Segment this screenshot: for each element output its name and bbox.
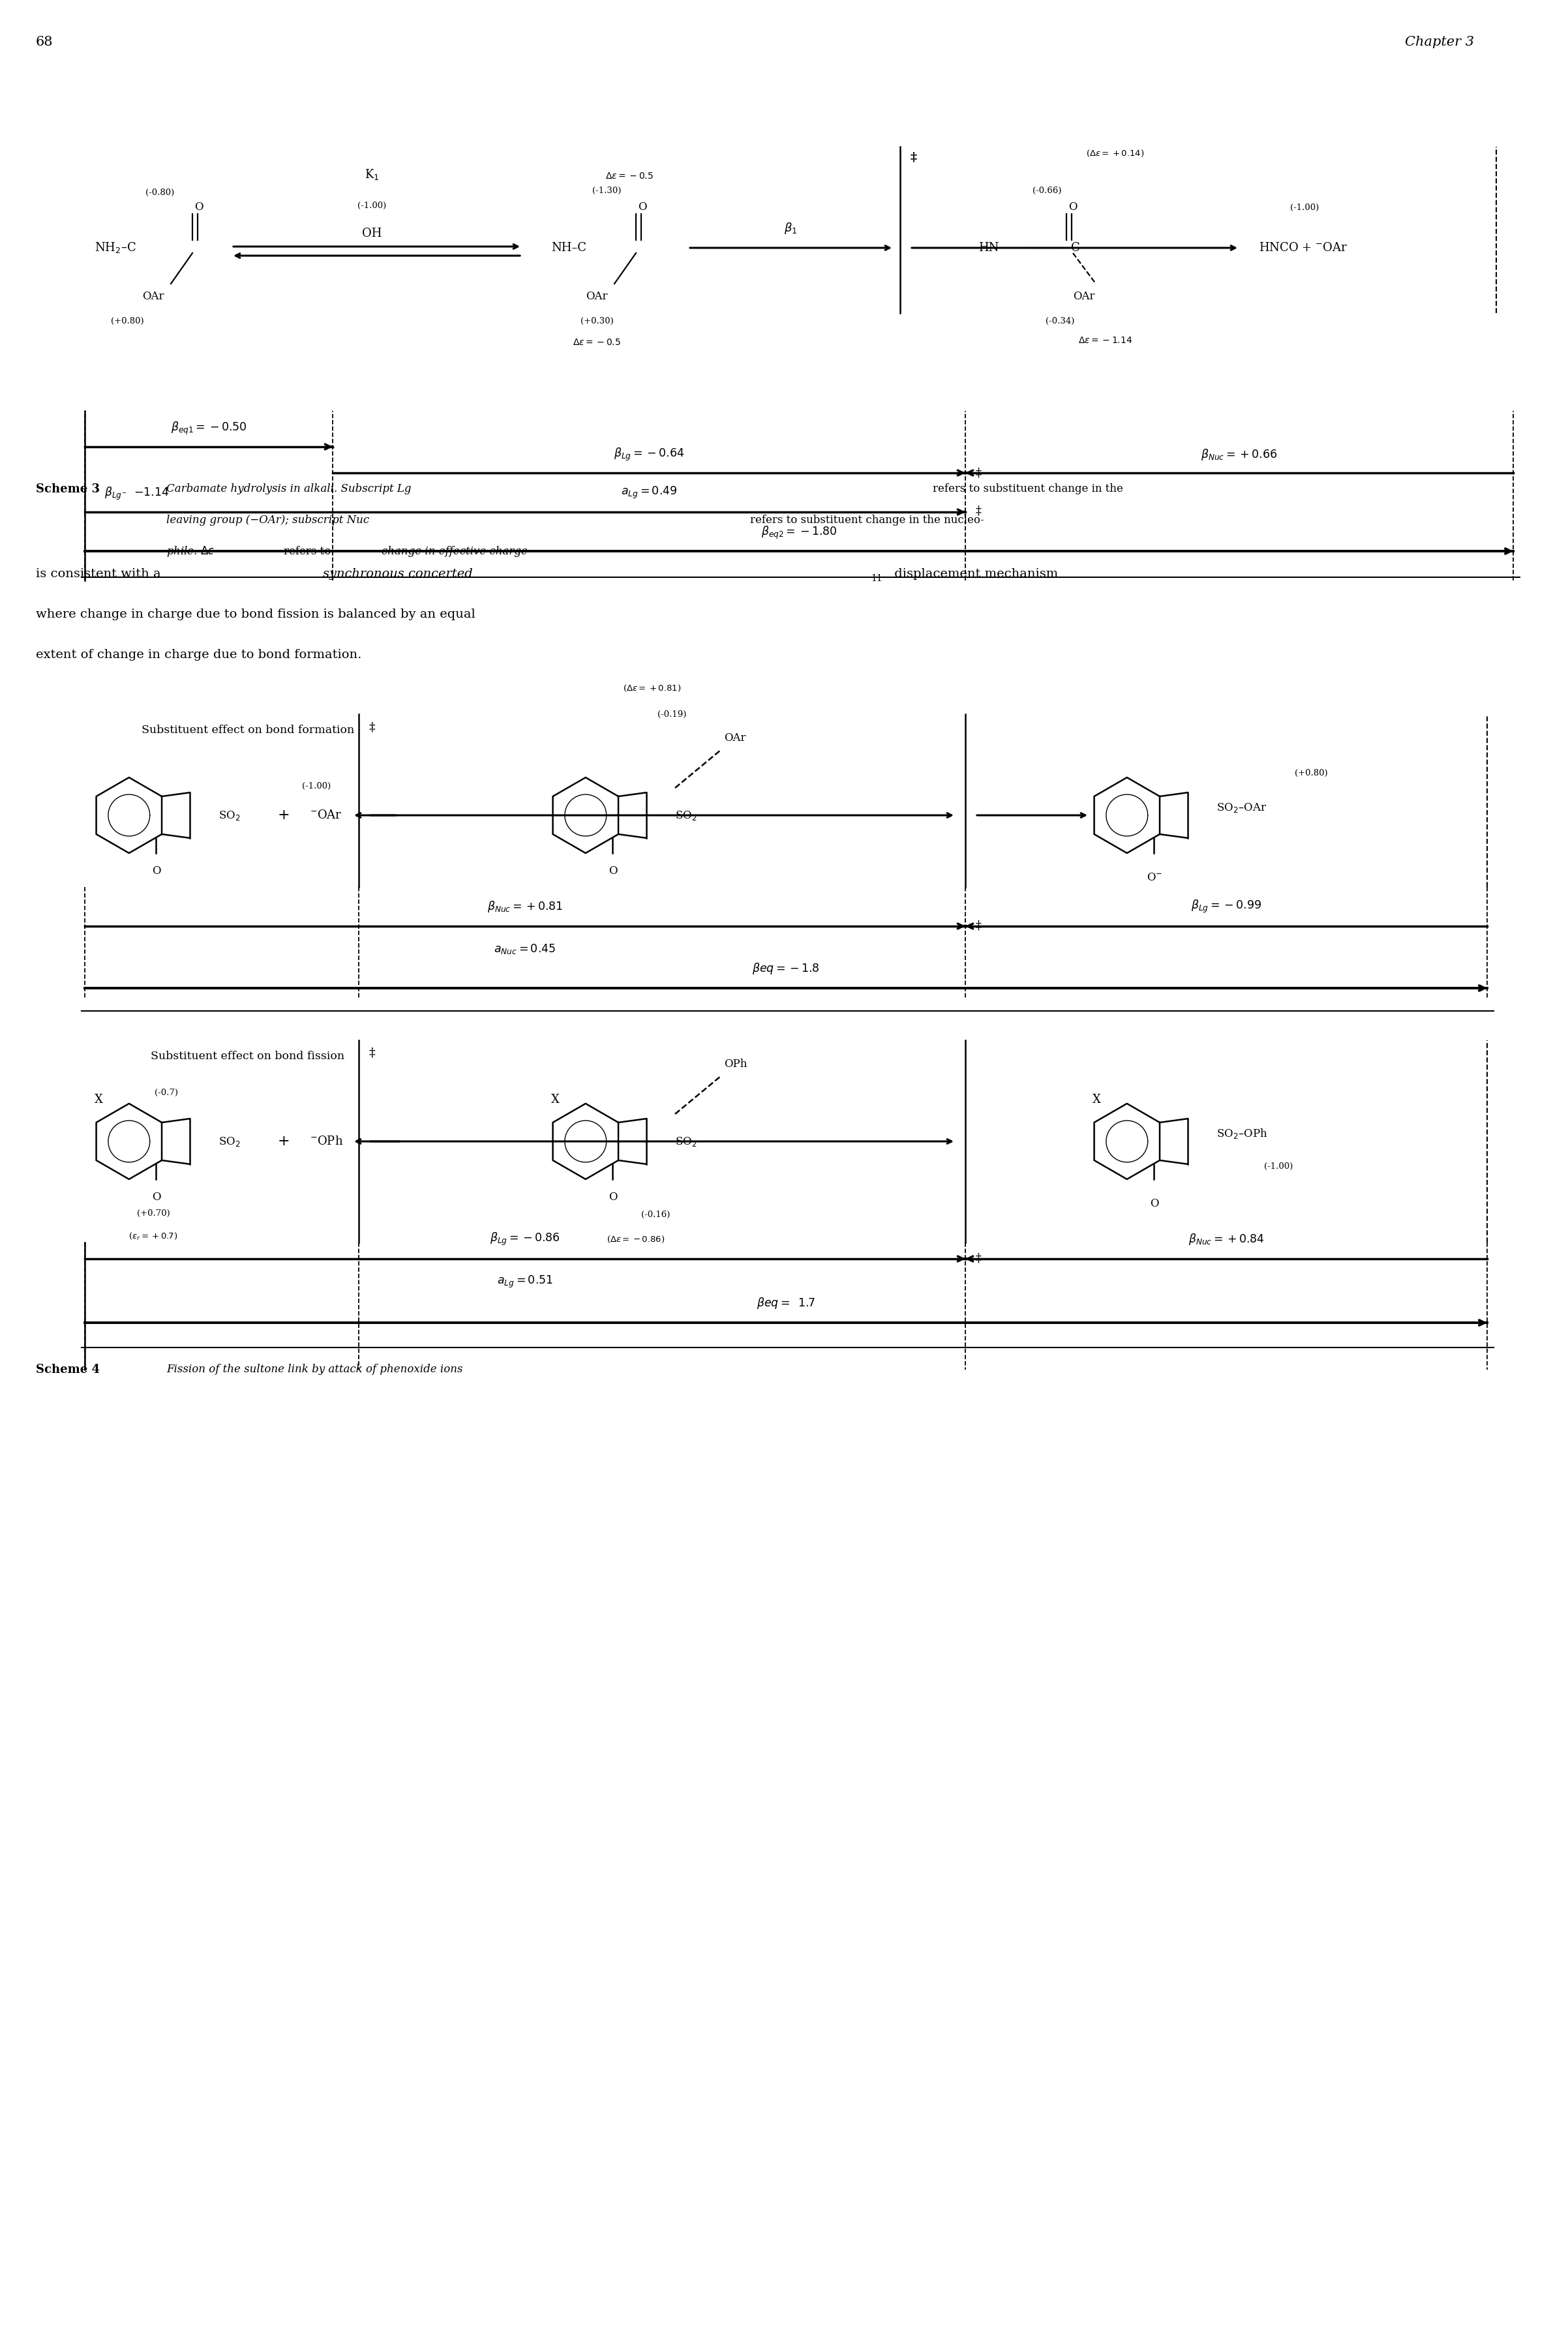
Text: $\beta_{Nuc} = +0.81$: $\beta_{Nuc} = +0.81$ xyxy=(488,899,563,913)
Text: +: + xyxy=(278,1134,290,1148)
Text: $\beta_{Lg} = -0.64$: $\beta_{Lg} = -0.64$ xyxy=(613,446,684,463)
Text: ‡: ‡ xyxy=(975,467,982,479)
Text: X: X xyxy=(94,1094,103,1106)
Text: ($\Delta\varepsilon = +0.81$): ($\Delta\varepsilon = +0.81$) xyxy=(622,683,682,693)
Text: $a_{Lg} = 0.49$: $a_{Lg} = 0.49$ xyxy=(621,486,677,500)
Text: ($\Delta\varepsilon = +0.14$): ($\Delta\varepsilon = +0.14$) xyxy=(1087,148,1145,157)
Text: extent of change in charge due to bond formation.: extent of change in charge due to bond f… xyxy=(36,648,362,660)
Text: OAr: OAr xyxy=(1073,291,1094,303)
Text: O: O xyxy=(638,202,648,214)
Text: O$^{-}$: O$^{-}$ xyxy=(1146,871,1162,883)
Text: (-1.00): (-1.00) xyxy=(1290,204,1319,211)
Text: O: O xyxy=(608,1190,618,1202)
Text: (+0.80): (+0.80) xyxy=(1295,768,1328,777)
Text: $\beta_{eq2} = -1.80$: $\beta_{eq2} = -1.80$ xyxy=(760,526,837,540)
Text: (-1.00): (-1.00) xyxy=(358,202,386,209)
Text: OAr: OAr xyxy=(724,733,746,744)
Text: O: O xyxy=(1068,202,1077,214)
Text: ‡: ‡ xyxy=(909,153,916,164)
Text: phile. $\Delta\varepsilon$: phile. $\Delta\varepsilon$ xyxy=(166,545,215,559)
Text: ‡: ‡ xyxy=(368,1047,375,1059)
Text: leaving group (−OAr); subscript Nuc: leaving group (−OAr); subscript Nuc xyxy=(166,514,373,526)
Text: OPh: OPh xyxy=(724,1059,746,1071)
Text: ‡: ‡ xyxy=(975,920,982,932)
Text: X: X xyxy=(1093,1094,1101,1106)
Text: (+0.30): (+0.30) xyxy=(580,317,613,324)
Text: $^{-}$OAr: $^{-}$OAr xyxy=(310,810,342,822)
Text: Substituent effect on bond fission: Substituent effect on bond fission xyxy=(151,1052,345,1061)
Text: $\beta_{Nuc} = +0.66$: $\beta_{Nuc} = +0.66$ xyxy=(1201,448,1278,463)
Text: $\beta eq = \;\; 1.7$: $\beta eq = \;\; 1.7$ xyxy=(756,1296,815,1310)
Text: O: O xyxy=(194,202,204,214)
Text: Fission of the sultone link by attack of phenoxide ions: Fission of the sultone link by attack of… xyxy=(166,1364,463,1376)
Text: ‡: ‡ xyxy=(975,1254,982,1266)
Text: (-0.16): (-0.16) xyxy=(641,1209,670,1219)
Text: HN: HN xyxy=(978,242,999,254)
Text: $\Delta\varepsilon = -0.5$: $\Delta\varepsilon = -0.5$ xyxy=(572,338,621,348)
Text: Substituent effect on bond formation: Substituent effect on bond formation xyxy=(141,726,354,735)
Text: (+0.80): (+0.80) xyxy=(111,317,144,324)
Text: (-0.7): (-0.7) xyxy=(155,1087,179,1097)
Text: change in effective charge: change in effective charge xyxy=(381,547,527,556)
Text: O: O xyxy=(152,1190,162,1202)
Text: synchronous concerted: synchronous concerted xyxy=(323,568,472,580)
Text: HNCO + $^{-}$OAr: HNCO + $^{-}$OAr xyxy=(1259,242,1347,254)
Text: ‡: ‡ xyxy=(368,721,375,733)
Text: SO$_2$: SO$_2$ xyxy=(218,1134,240,1148)
Text: $\Delta\varepsilon = -1.14$: $\Delta\varepsilon = -1.14$ xyxy=(1079,336,1132,345)
Text: $a_{Lg} = 0.51$: $a_{Lg} = 0.51$ xyxy=(497,1275,554,1289)
Text: (-0.34): (-0.34) xyxy=(1046,317,1074,324)
Text: $\beta_{Lg} = -0.86$: $\beta_{Lg} = -0.86$ xyxy=(489,1230,560,1247)
Text: Chapter 3: Chapter 3 xyxy=(1405,35,1474,49)
Text: SO$_2$: SO$_2$ xyxy=(218,810,240,822)
Text: ‡: ‡ xyxy=(975,505,982,517)
Text: ($\varepsilon_r = +0.7$): ($\varepsilon_r = +0.7$) xyxy=(129,1230,177,1240)
Text: K$_1$: K$_1$ xyxy=(364,169,379,181)
Text: X: X xyxy=(550,1094,560,1106)
Text: $\beta_{Nuc} = +0.84$: $\beta_{Nuc} = +0.84$ xyxy=(1189,1233,1264,1247)
Text: ($\Delta\varepsilon = -0.86$): ($\Delta\varepsilon = -0.86$) xyxy=(607,1235,665,1244)
Text: $a_{Nuc} = 0.45$: $a_{Nuc} = 0.45$ xyxy=(494,942,557,956)
Text: (-0.19): (-0.19) xyxy=(657,709,687,718)
Text: SO$_2$–OAr: SO$_2$–OAr xyxy=(1217,801,1267,815)
Text: SO$_2$: SO$_2$ xyxy=(676,810,696,822)
Text: 11: 11 xyxy=(870,573,883,582)
Text: +: + xyxy=(278,808,290,822)
Text: OAr: OAr xyxy=(586,291,608,303)
Text: (-1.00): (-1.00) xyxy=(303,782,331,791)
Text: O: O xyxy=(1149,1197,1159,1209)
Text: Scheme 4: Scheme 4 xyxy=(36,1364,100,1376)
Text: NH$_2$–C: NH$_2$–C xyxy=(94,242,136,254)
Text: O: O xyxy=(608,864,618,876)
Text: $\Delta\varepsilon = -0.5$: $\Delta\varepsilon = -0.5$ xyxy=(605,171,654,181)
Text: (-0.66): (-0.66) xyxy=(1032,185,1062,195)
Text: refers to substituent change in the nucleo-: refers to substituent change in the nucl… xyxy=(750,514,985,526)
Text: displacement mechanism: displacement mechanism xyxy=(891,568,1058,580)
Text: (-0.80): (-0.80) xyxy=(146,188,174,197)
Text: $\beta_{Lg^{-}}$  $-1.14$: $\beta_{Lg^{-}}$ $-1.14$ xyxy=(105,486,169,502)
Text: is consistent with a: is consistent with a xyxy=(36,568,165,580)
Text: C: C xyxy=(1071,242,1080,254)
Text: (-1.30): (-1.30) xyxy=(593,185,621,195)
Text: $\beta_{eq1} = -0.50$: $\beta_{eq1} = -0.50$ xyxy=(171,420,246,437)
Text: (+0.70): (+0.70) xyxy=(136,1209,169,1216)
Text: $\beta_{Lg} = -0.99$: $\beta_{Lg} = -0.99$ xyxy=(1192,899,1262,913)
Text: refers to substituent change in the: refers to substituent change in the xyxy=(933,484,1123,495)
Text: Carbamate hydrolysis in alkali. Subscript Lg: Carbamate hydrolysis in alkali. Subscrip… xyxy=(166,484,414,495)
Text: SO$_2$–OPh: SO$_2$–OPh xyxy=(1217,1127,1267,1141)
Text: NH–C: NH–C xyxy=(550,242,586,254)
Text: refers to: refers to xyxy=(284,547,334,556)
Text: O: O xyxy=(152,864,162,876)
Text: $\beta eq = -1.8$: $\beta eq = -1.8$ xyxy=(753,960,820,977)
Text: OAr: OAr xyxy=(143,291,165,303)
Text: $\beta_1$: $\beta_1$ xyxy=(784,221,798,235)
Text: where change in charge due to bond fission is balanced by an equal: where change in charge due to bond fissi… xyxy=(36,608,475,620)
Text: SO$_2$: SO$_2$ xyxy=(676,1134,696,1148)
Text: OH: OH xyxy=(362,228,381,239)
Text: $^{-}$OPh: $^{-}$OPh xyxy=(310,1136,343,1148)
Text: Scheme 3: Scheme 3 xyxy=(36,484,100,495)
Text: 68: 68 xyxy=(36,35,53,49)
Text: (-1.00): (-1.00) xyxy=(1264,1162,1294,1169)
